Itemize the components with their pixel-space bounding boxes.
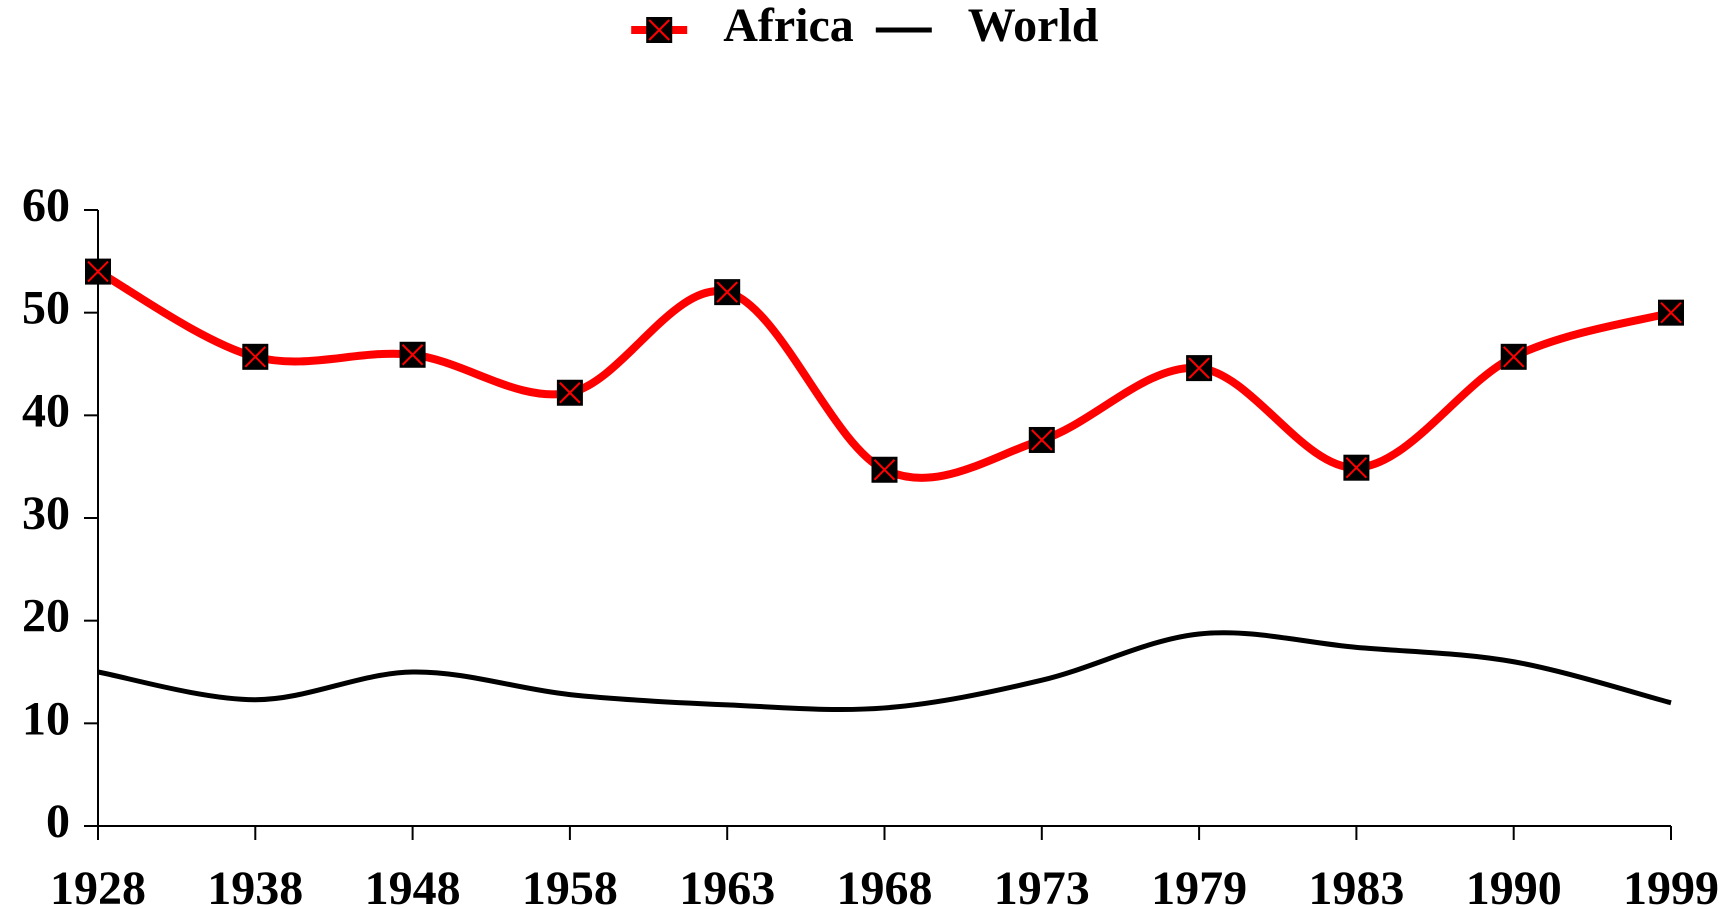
marker-x	[559, 382, 581, 404]
marker	[1658, 299, 1684, 326]
marker-x	[1031, 429, 1053, 451]
x-tick-label: 1990	[1466, 862, 1562, 909]
marker-x	[401, 344, 424, 366]
legend: Africa World	[631, 0, 1099, 52]
marker	[1343, 454, 1370, 481]
marker-x	[648, 19, 670, 41]
marker	[1028, 426, 1055, 453]
marker-x	[244, 346, 267, 368]
x-tick-label: 1948	[365, 862, 461, 909]
x-tick-label: 1983	[1308, 862, 1404, 909]
marker	[399, 341, 426, 368]
marker-x	[1188, 357, 1210, 379]
marker-x	[873, 459, 896, 481]
marker	[714, 279, 741, 306]
y-tick-label: 10	[22, 692, 70, 745]
marker-x	[87, 260, 109, 283]
legend-label: World	[968, 0, 1099, 52]
x-tick-label: 1979	[1151, 862, 1247, 909]
y-tick-label: 60	[22, 179, 70, 232]
x-tick-label: 1958	[522, 862, 618, 909]
marker	[871, 456, 898, 483]
marker-x	[716, 281, 738, 303]
series-line	[97, 630, 1672, 712]
y-tick-label: 50	[22, 282, 70, 335]
marker	[1186, 355, 1213, 382]
marker	[1500, 343, 1527, 370]
x-tick-label: 1999	[1623, 862, 1719, 909]
x-tick-label: 1963	[679, 862, 775, 909]
marker	[242, 343, 269, 370]
series-line	[96, 268, 1673, 482]
x-tick-label: 1928	[50, 862, 146, 909]
marker-x	[1660, 301, 1682, 324]
y-tick-label: 30	[22, 487, 70, 540]
x-tick-label: 1938	[207, 862, 303, 909]
marker-x	[1345, 456, 1368, 479]
marker	[85, 258, 111, 285]
marker	[646, 17, 673, 43]
marker	[556, 379, 583, 406]
y-tick-label: 0	[46, 795, 70, 848]
x-tick-label: 1973	[994, 862, 1090, 909]
y-tick-label: 40	[22, 384, 70, 437]
marker-x	[1502, 346, 1525, 368]
x-tick-label: 1968	[837, 862, 933, 909]
legend-label: Africa	[723, 0, 854, 52]
y-tick-label: 20	[22, 590, 70, 643]
